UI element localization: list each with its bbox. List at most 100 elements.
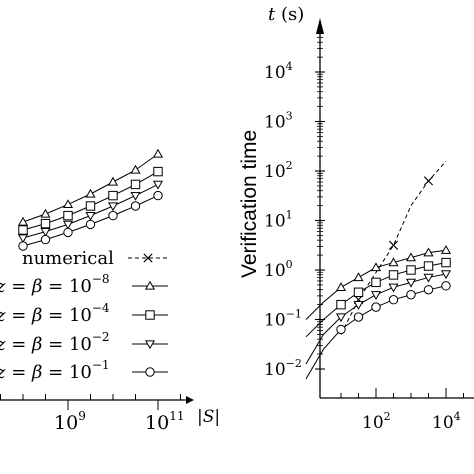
- left-series-square-point: [18, 225, 28, 235]
- left-x-tick-label: 109 1011: [54, 409, 184, 434]
- right-y-tick-base: 10: [264, 360, 286, 380]
- left-panel: numericalz = β = 10−8z = β = 10−4z = β =…: [0, 148, 220, 434]
- left-x-axis-arrow: [186, 396, 194, 404]
- right-y-tick-base: 10: [264, 261, 286, 281]
- legend-circle-marker: [145, 367, 155, 377]
- left-series-triangle-down-point: [152, 180, 164, 190]
- legend-exp: −2: [92, 330, 110, 344]
- right-series-circle-point: [423, 285, 434, 295]
- legend-beta: β: [31, 305, 42, 326]
- right-y-tick-label: 103: [264, 110, 293, 133]
- right-series-cross-point: [388, 240, 399, 250]
- right-series-triangle-point: [335, 282, 347, 291]
- right-series-triangle-point: [388, 257, 399, 267]
- right-series-cross-line: [340, 160, 447, 335]
- left-series-triangle-point: [40, 208, 51, 218]
- right-y-tick-label: 102: [264, 159, 293, 182]
- right-y-tick-exp: 3: [286, 110, 293, 123]
- left-legend: numericalz = β = 10−8z = β = 10−4z = β =…: [0, 248, 168, 383]
- right-y-tick-exp: 1: [286, 209, 293, 222]
- legend-z: z: [0, 362, 6, 383]
- left-series-triangle-point: [17, 216, 29, 226]
- right-y-tick-label: 101: [264, 209, 293, 232]
- right-series-triangle-point: [440, 244, 452, 254]
- left-series-circle-point: [85, 219, 96, 230]
- legend-eq1: =: [5, 276, 32, 297]
- legend-eq1: =: [5, 334, 32, 355]
- legend-circle-label: z = β = 10−1: [0, 358, 110, 383]
- left-series-triangle-point: [107, 176, 119, 186]
- right-series-square-point: [406, 265, 416, 275]
- legend-eq1: =: [5, 305, 32, 326]
- right-y-tick-exp: 4: [286, 60, 293, 73]
- right-series-triangle-down-point: [335, 313, 347, 323]
- left-series-triangle-point: [130, 164, 141, 174]
- left-series-square-point: [63, 210, 73, 221]
- right-y-tick-label: 10−2: [264, 357, 302, 380]
- left-x-tick-label-9: 109: [54, 409, 86, 434]
- right-series-circle-point: [336, 324, 346, 335]
- left-series-triangle-down-point: [40, 227, 51, 237]
- left-series-triangle-down-point: [107, 202, 119, 212]
- legend-square-marker: [145, 310, 155, 320]
- left-x-ticks: [0, 394, 181, 410]
- right-series-circle-point: [388, 295, 399, 305]
- right-series-triangle-down-point: [388, 283, 399, 293]
- right-series-triangle-down-point: [353, 301, 364, 310]
- left-series-square-point: [153, 166, 163, 177]
- right-series-square-point: [441, 257, 451, 268]
- left-series-circle-point: [18, 241, 28, 251]
- right-series-square-point: [371, 277, 381, 288]
- legend-eq2: = 10: [42, 362, 91, 383]
- right-x-tick-exp: 2: [384, 410, 391, 423]
- right-series-square-point: [423, 261, 434, 271]
- left-series-triangle-down-point: [85, 211, 96, 221]
- left-series-circle-point: [108, 210, 118, 221]
- right-x-tick-exp: 4: [454, 410, 461, 423]
- right-series-circle-point: [441, 281, 451, 291]
- right-series-triangle-point: [353, 272, 364, 282]
- right-y-tick-base: 10: [264, 212, 286, 232]
- legend-exp: −8: [92, 272, 110, 286]
- left-x-axis-label: |S|: [197, 407, 220, 427]
- right-series-triangle-down-point: [405, 278, 417, 288]
- left-series-circle-point: [63, 227, 73, 238]
- left-series-triangle-point: [152, 148, 164, 158]
- right-series-circle-point: [371, 302, 381, 312]
- legend-exp: −1: [92, 358, 110, 372]
- left-series-triangle-point: [62, 199, 74, 209]
- left-series-square-point: [40, 218, 51, 229]
- right-x-tick-label: 102: [362, 410, 391, 433]
- right-y-tick-label: 10−1: [264, 308, 302, 331]
- left-series-triangle-down-point: [62, 220, 74, 230]
- legend-triangle-label: z = β = 10−8: [0, 272, 110, 297]
- legend-square-label: z = β = 10−4: [0, 301, 110, 326]
- left-series: [17, 148, 164, 251]
- left-series-square-point: [108, 190, 118, 201]
- right-y-tick-base: 10: [264, 113, 286, 133]
- left-series-circle-point: [153, 190, 163, 201]
- right-panel: t (s) Verification time 1041031021011001…: [238, 4, 474, 433]
- legend-eq2: = 10: [42, 276, 91, 297]
- right-series-triangle-point: [405, 252, 417, 262]
- legend-beta: β: [31, 276, 42, 297]
- right-series-square-point: [388, 270, 399, 280]
- right-series-cross-point: [423, 176, 434, 186]
- legend-exp: −4: [92, 301, 110, 315]
- left-series-triangle-down-point: [17, 234, 29, 244]
- right-x-tick-base: 10: [362, 413, 384, 433]
- right-x-tick-base: 10: [432, 413, 454, 433]
- legend-eq1: =: [5, 362, 32, 383]
- right-y-tick-exp: −2: [286, 357, 302, 370]
- legend-triangle-down-marker: [144, 340, 156, 350]
- right-series-triangle-point: [423, 247, 434, 257]
- right-x-tick-label: 104: [432, 410, 461, 433]
- right-y-label: Verification time: [238, 130, 261, 278]
- legend-triangle-down-label: z = β = 10−2: [0, 330, 110, 355]
- legend-z: z: [0, 305, 6, 326]
- right-series: [305, 160, 452, 380]
- right-series-square-point: [353, 287, 364, 297]
- right-y-tick-base: 10: [264, 311, 286, 331]
